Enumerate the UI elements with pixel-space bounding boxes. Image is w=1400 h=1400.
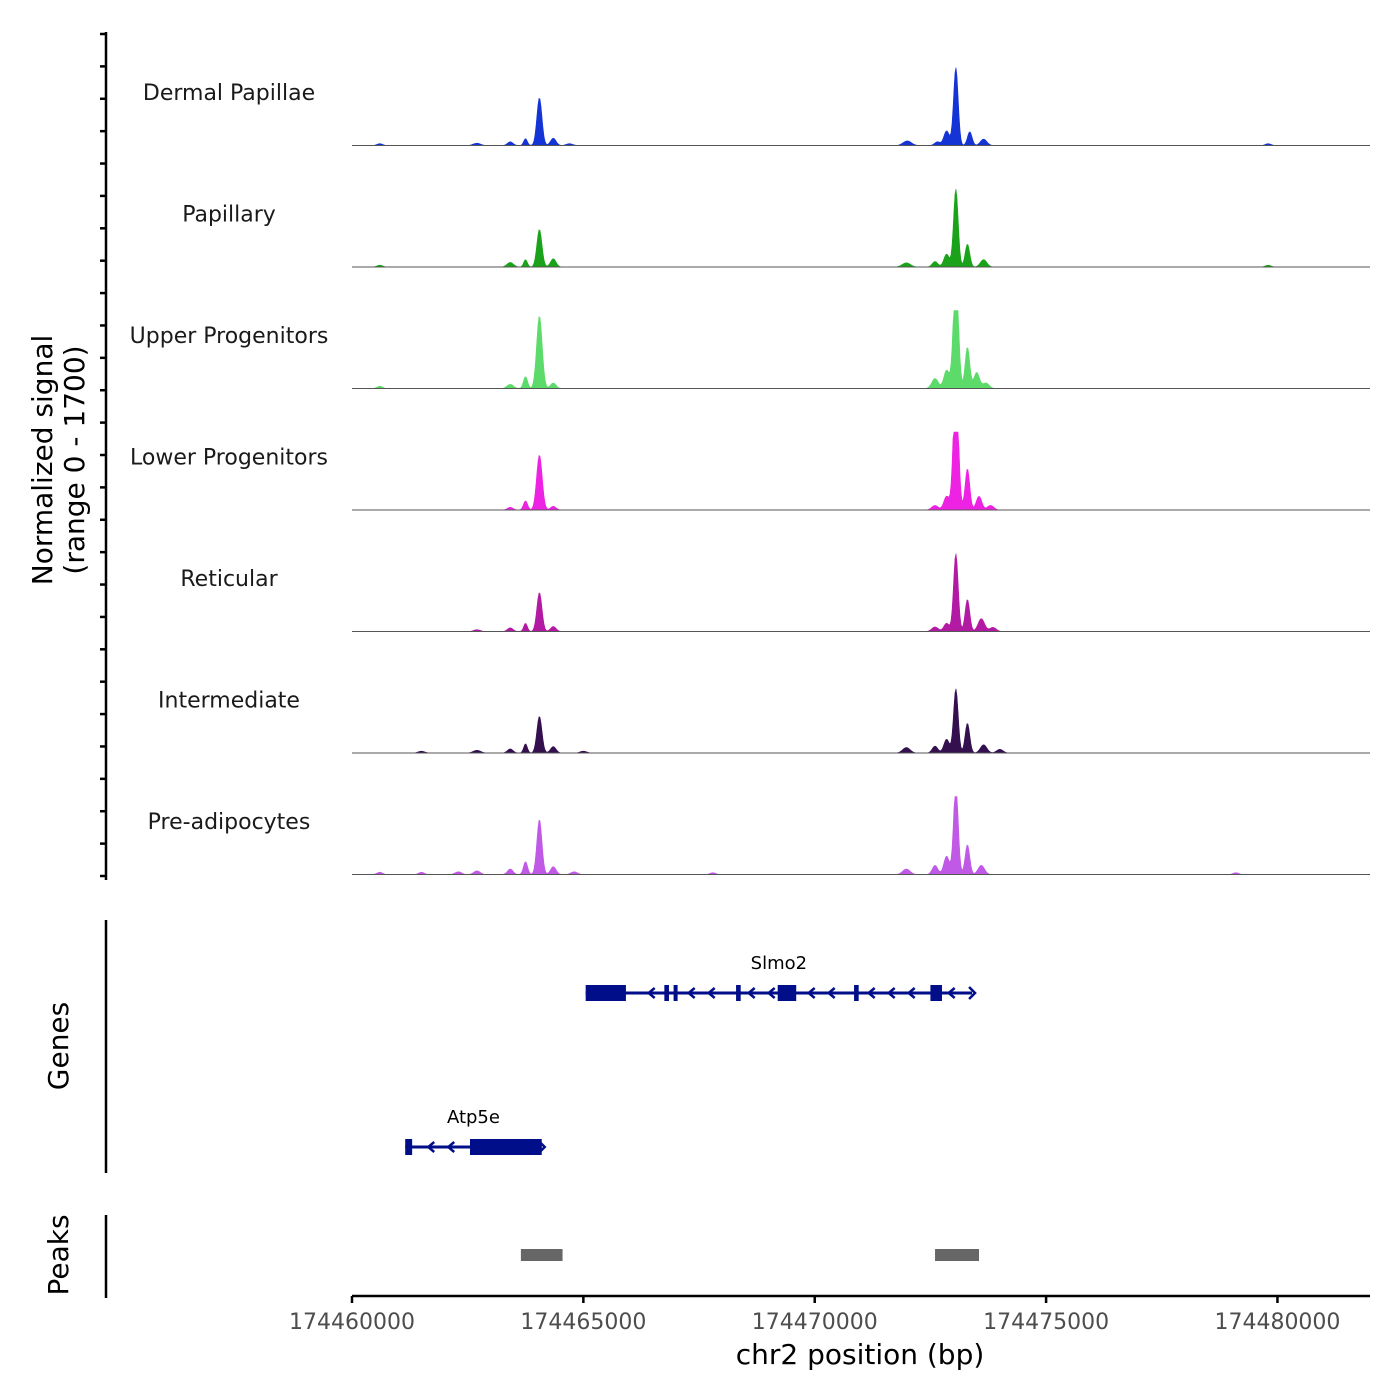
x-tick-label: 174480000	[1214, 1310, 1340, 1335]
coverage-area	[352, 688, 1370, 754]
x-tick-label: 174475000	[983, 1310, 1109, 1335]
exon	[854, 985, 859, 1001]
y-axis-title-line-1: Normalized signal	[26, 335, 59, 586]
track-label: Reticular	[180, 567, 278, 592]
coverage-tracks: Dermal Papillae Papillary Upper Progenitor…	[130, 67, 1370, 875]
strand-arrow	[946, 987, 956, 999]
gene-slmo2: Slmo2	[585, 953, 977, 1001]
genes-panel-title: Genes	[42, 1002, 75, 1090]
strand-arrow	[686, 987, 696, 999]
coverage-y-ticks	[100, 32, 106, 878]
gene-annotations: Slmo2 Atp5e	[405, 953, 977, 1155]
exon	[405, 1139, 413, 1155]
strand-arrow	[646, 987, 656, 999]
coverage-area	[352, 310, 1370, 389]
y-axis-title-line-2: (range 0 - 1700)	[58, 345, 91, 574]
gene-label: Atp5e	[447, 1107, 500, 1128]
strand-arrow	[446, 1141, 456, 1153]
peak-region	[935, 1249, 979, 1261]
x-tick-label: 174470000	[752, 1310, 878, 1335]
x-axis-title: chr2 position (bp)	[736, 1338, 985, 1371]
strand-arrow	[426, 1141, 436, 1153]
peak-regions	[520, 1249, 979, 1261]
exon	[585, 985, 626, 1001]
exon	[736, 985, 741, 1001]
track-lower-progenitors: Lower Progenitors	[130, 431, 1370, 511]
strand-arrow	[746, 987, 756, 999]
strand-arrow	[906, 987, 916, 999]
track-label: Lower Progenitors	[130, 446, 328, 471]
track-label: Intermediate	[158, 689, 300, 714]
gene-atp5e: Atp5e	[405, 1107, 547, 1155]
coverage-area	[352, 67, 1370, 146]
track-label: Dermal Papillae	[143, 81, 315, 106]
x-tick-label: 174465000	[520, 1310, 646, 1335]
x-axis-ticks: 174460000 174465000 174470000 174475000 1744…	[289, 1296, 1340, 1335]
track-label: Upper Progenitors	[130, 324, 329, 349]
exon	[930, 985, 942, 1001]
strand-arrow	[806, 987, 816, 999]
strand-arrow	[886, 987, 896, 999]
track-dermal-papillae: Dermal Papillae	[143, 67, 1370, 146]
coverage-area	[352, 431, 1370, 511]
exon	[664, 985, 669, 1001]
peak-region	[520, 1249, 563, 1261]
track-intermediate: Intermediate	[158, 689, 1370, 754]
strand-arrow	[866, 987, 876, 999]
strand-arrow	[706, 987, 716, 999]
track-pre-adipocytes: Pre-adipocytes	[148, 796, 1370, 875]
exon	[469, 1139, 542, 1155]
track-label: Papillary	[182, 203, 276, 228]
x-tick-label: 174460000	[289, 1310, 415, 1335]
peaks-panel-title: Peaks	[42, 1214, 75, 1295]
track-upper-progenitors: Upper Progenitors	[130, 310, 1370, 389]
coverage-area	[352, 796, 1370, 875]
coverage-area	[352, 553, 1370, 632]
strand-arrow	[968, 986, 977, 1000]
gene-label: Slmo2	[751, 953, 807, 974]
track-papillary: Papillary	[182, 189, 1370, 268]
y-axis-title: Normalized signal (range 0 - 1700)	[26, 335, 91, 586]
track-reticular: Reticular	[180, 553, 1370, 632]
exon	[777, 985, 797, 1001]
coverage-area	[352, 189, 1370, 268]
track-label: Pre-adipocytes	[148, 810, 311, 835]
strand-arrow	[826, 987, 836, 999]
exon	[673, 985, 678, 1001]
strand-arrow	[766, 987, 776, 999]
